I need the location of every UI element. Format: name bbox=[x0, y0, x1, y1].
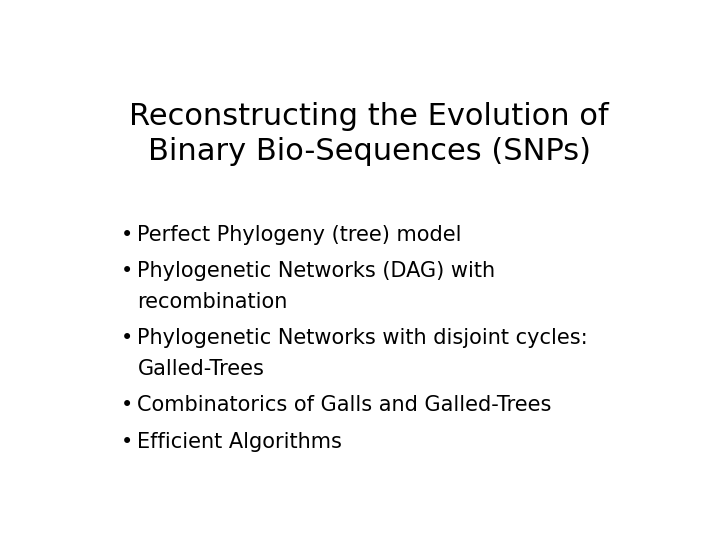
Text: Combinatorics of Galls and Galled-Trees: Combinatorics of Galls and Galled-Trees bbox=[138, 395, 552, 415]
Text: Efficient Algorithms: Efficient Algorithms bbox=[138, 432, 342, 452]
Text: Perfect Phylogeny (tree) model: Perfect Phylogeny (tree) model bbox=[138, 225, 462, 245]
Text: •: • bbox=[121, 432, 133, 452]
Text: recombination: recombination bbox=[138, 292, 288, 312]
Text: •: • bbox=[121, 225, 133, 245]
Text: Phylogenetic Networks (DAG) with: Phylogenetic Networks (DAG) with bbox=[138, 261, 495, 281]
Text: Galled-Trees: Galled-Trees bbox=[138, 359, 264, 379]
Text: Reconstructing the Evolution of
Binary Bio-Sequences (SNPs): Reconstructing the Evolution of Binary B… bbox=[129, 102, 609, 166]
Text: •: • bbox=[121, 395, 133, 415]
Text: •: • bbox=[121, 261, 133, 281]
Text: •: • bbox=[121, 328, 133, 348]
Text: Phylogenetic Networks with disjoint cycles:: Phylogenetic Networks with disjoint cycl… bbox=[138, 328, 588, 348]
